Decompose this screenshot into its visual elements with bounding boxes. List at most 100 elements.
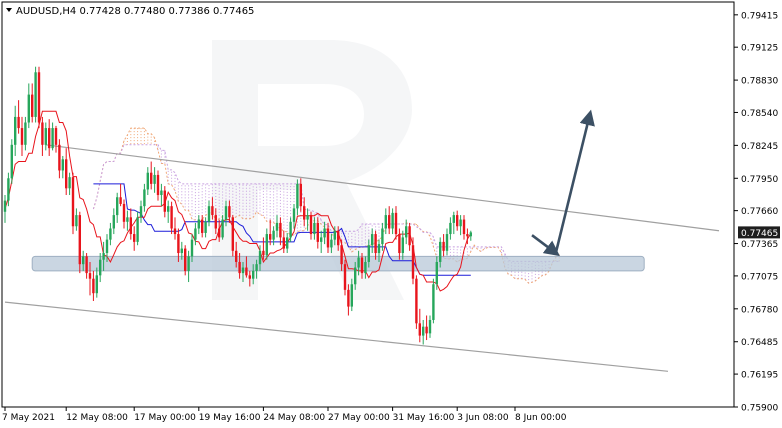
candle-body: [54, 128, 58, 145]
candle-body: [109, 228, 112, 240]
candle-body: [279, 222, 282, 238]
candle-body: [58, 144, 61, 171]
candle-body: [95, 275, 98, 294]
candle-body: [415, 278, 418, 324]
candle-body: [456, 215, 459, 227]
candle-body: [343, 264, 347, 290]
candle-body: [143, 189, 146, 207]
candle-body: [235, 250, 238, 262]
candle-body: [258, 250, 262, 265]
candle-body: [139, 206, 143, 218]
dropdown-triangle-icon[interactable]: [6, 8, 12, 12]
support-zone-rect: [31, 255, 645, 272]
candle-body: [184, 248, 187, 271]
candle-body: [289, 221, 292, 238]
x-tick-label: 8 Jun 00:00: [515, 413, 567, 423]
candle-body: [340, 245, 343, 265]
chart-header: AUDUSD,H4 0.77428 0.77480 0.77386 0.7746…: [6, 6, 254, 17]
candle-body: [452, 215, 455, 223]
candle-body: [3, 200, 7, 212]
x-axis: 7 May 2021 12 May 08:00 17 May 00:00 19 May…: [2, 407, 567, 423]
candle-body: [262, 250, 265, 256]
candle-body: [218, 228, 221, 238]
candle-body: [320, 237, 323, 242]
candle-body: [122, 203, 126, 222]
y-tick-label: 0.77365: [741, 240, 778, 250]
candle-body: [68, 177, 71, 189]
candle-body: [252, 270, 255, 279]
y-tick-label: 0.75900: [741, 404, 778, 414]
candle-body: [422, 326, 425, 336]
x-tick-label: 12 May 08:00: [66, 413, 128, 423]
candle-body: [316, 222, 319, 242]
candle-body: [78, 215, 81, 265]
candle-body: [401, 237, 404, 254]
candle-body: [303, 206, 306, 220]
x-tick-label: 19 May 16:00: [199, 413, 261, 423]
candle-body: [170, 206, 173, 229]
candle-body: [432, 284, 435, 320]
candle-body: [374, 234, 377, 254]
senkou-span-a: [92, 127, 560, 284]
candle-body: [150, 172, 153, 184]
candle-body: [364, 261, 367, 274]
candle-body: [405, 226, 408, 238]
candle-body: [245, 267, 248, 276]
ichimoku-lines: [4, 110, 472, 292]
candle-body: [85, 256, 88, 274]
candle-body: [428, 319, 432, 334]
candle-body: [116, 197, 119, 216]
y-tick-label: 0.78540: [741, 109, 778, 119]
candle-body: [197, 219, 200, 229]
candle-body: [282, 237, 285, 249]
senkou-span-b: [92, 144, 560, 262]
x-tick-label: 24 May 08:00: [263, 413, 325, 423]
chart-title: AUDUSD,H4 0.77428 0.77480 0.77386 0.7746…: [16, 6, 254, 17]
trend-channel: [4, 144, 720, 372]
current-price-marker: 0.77465: [738, 226, 780, 239]
candle-body: [313, 222, 316, 235]
candle-body: [231, 217, 234, 251]
x-tick-label: 31 May 16:00: [393, 413, 455, 423]
x-tick-label: 27 May 00:00: [328, 413, 390, 423]
candle-body: [119, 197, 122, 204]
x-tick-label: 7 May 2021: [2, 413, 55, 423]
candle-body: [37, 72, 41, 123]
candle-body: [469, 232, 472, 237]
candle-body: [82, 256, 85, 265]
candle-body: [299, 183, 302, 207]
candle-body: [180, 248, 183, 254]
candle-body: [177, 234, 180, 254]
x-tick-label: 17 May 00:00: [134, 413, 196, 423]
kijun-sen-line: [93, 183, 471, 276]
candle-body: [214, 215, 217, 229]
candle-body: [27, 94, 30, 123]
candle-body: [241, 267, 245, 274]
candle-body: [20, 128, 24, 145]
candle-body: [248, 275, 251, 279]
candle-body: [445, 234, 449, 251]
candle-body: [459, 219, 462, 227]
forecast-arrows: [531, 109, 595, 257]
candle-body: [296, 183, 299, 209]
candle-body: [418, 323, 421, 336]
candle-body: [75, 215, 78, 227]
candle-body: [269, 234, 272, 240]
candle-body: [367, 245, 370, 262]
candle-body: [411, 245, 415, 279]
candle-body: [136, 217, 139, 242]
candle-body: [292, 208, 296, 222]
candle-body: [31, 94, 34, 117]
candle-body: [347, 289, 350, 307]
support-zone: [31, 255, 645, 272]
candle-body: [14, 116, 17, 145]
candle-body: [286, 237, 289, 249]
y-tick-label: 0.76780: [741, 305, 778, 315]
y-tick-label: 0.79125: [741, 44, 778, 54]
channel-lower-line: [4, 301, 669, 372]
candle-body: [398, 234, 401, 254]
candle-body: [228, 206, 231, 218]
candle-body: [350, 284, 353, 307]
candle-body: [371, 234, 374, 246]
